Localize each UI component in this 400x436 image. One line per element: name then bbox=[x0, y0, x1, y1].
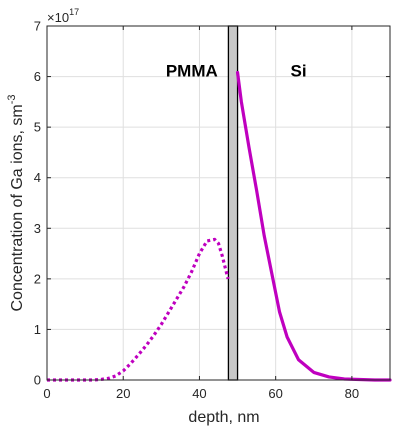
interface-boundary bbox=[227, 25, 239, 381]
series-pmma-dotted bbox=[47, 237, 230, 382]
y-tick-label: 3 bbox=[34, 221, 41, 236]
axes bbox=[46, 25, 391, 381]
series-si-solid bbox=[235, 70, 392, 382]
x-tick-label: 80 bbox=[345, 386, 359, 401]
y-tick-label: 6 bbox=[34, 69, 41, 84]
y-axis-label-sup: -3 bbox=[6, 95, 18, 105]
series-layer bbox=[47, 70, 392, 382]
x-tick-label: 0 bbox=[43, 386, 50, 401]
exponent-power: 17 bbox=[69, 7, 79, 17]
x-tick-label: 20 bbox=[116, 386, 130, 401]
y-tick-label: 5 bbox=[34, 120, 41, 135]
y-axis-label: Concentration of Ga ions, sm-3 bbox=[6, 95, 26, 312]
y-tick-label: 0 bbox=[34, 373, 41, 388]
tick-labels: 0 20 40 60 80 0 1 2 3 4 5 6 7 bbox=[34, 19, 359, 402]
y-tick-label: 7 bbox=[34, 19, 41, 34]
annotation-pmma: PMMA bbox=[166, 62, 218, 81]
grid bbox=[46, 25, 390, 381]
x-tick-label: 40 bbox=[192, 386, 206, 401]
x-tick-label: 60 bbox=[268, 386, 282, 401]
y-tick-label: 4 bbox=[34, 170, 41, 185]
y-tick-label: 2 bbox=[34, 271, 41, 286]
exponent-prefix: ×10 bbox=[47, 10, 69, 25]
y-axis-label-main: Concentration of Ga ions, sm bbox=[9, 104, 26, 311]
y-tick-label: 1 bbox=[34, 322, 41, 337]
annotation-si: Si bbox=[291, 62, 307, 81]
annotations: PMMA Si bbox=[166, 62, 307, 81]
x-axis-label: depth, nm bbox=[188, 409, 259, 426]
y-axis-exponent: ×1017 bbox=[47, 7, 79, 25]
boundary-layer bbox=[227, 25, 239, 381]
axes-box bbox=[46, 25, 391, 381]
